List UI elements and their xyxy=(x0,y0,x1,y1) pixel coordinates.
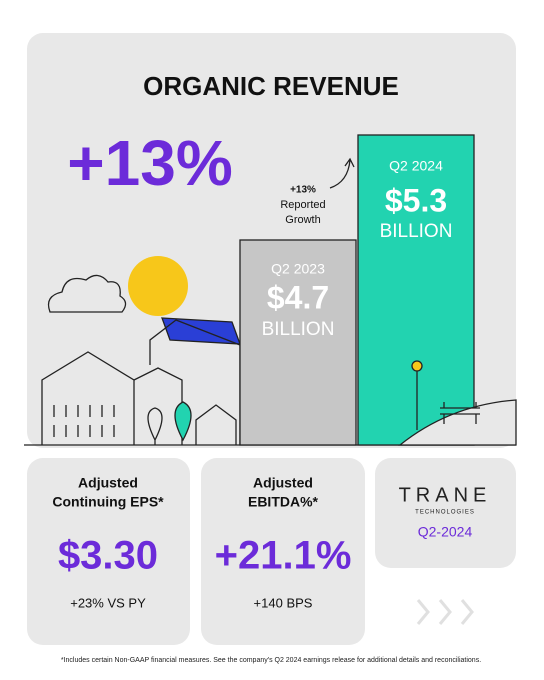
chevrons xyxy=(416,599,474,625)
hero-title: ORGANIC REVENUE xyxy=(143,71,399,101)
annotation: Reported xyxy=(280,199,325,211)
card-value: +21.1% xyxy=(215,534,352,578)
annotation: Growth xyxy=(285,214,320,226)
hero-growth: +13% xyxy=(67,127,232,199)
bar-value: $5.3 xyxy=(385,182,447,218)
bar-period: Q2 2024 xyxy=(389,158,443,174)
bar-2023 xyxy=(239,239,357,446)
bar-value: $4.7 xyxy=(267,279,329,315)
card-change: +140 BPS xyxy=(254,595,313,610)
brand-logo: TRANE xyxy=(399,484,492,506)
card-label: Continuing EPS* xyxy=(52,494,164,510)
eps-card xyxy=(27,458,190,645)
card-label: Adjusted xyxy=(78,475,138,491)
card-change: +23% VS PY xyxy=(70,595,146,610)
brand-sub: TECHNOLOGIES xyxy=(415,510,475,516)
brand-period: Q2-2024 xyxy=(418,524,473,540)
ebitda-card xyxy=(201,458,365,645)
card-value: $3.30 xyxy=(58,534,158,578)
annotation: +13% xyxy=(290,185,316,196)
park xyxy=(398,360,517,446)
footnote: *Includes certain Non-GAAP financial mea… xyxy=(61,657,481,664)
bar-unit: BILLION xyxy=(380,221,453,242)
card-label: EBITDA%* xyxy=(248,494,319,510)
annotation-arrow xyxy=(329,157,355,189)
bar-unit: BILLION xyxy=(262,319,335,340)
brand-card xyxy=(375,458,516,568)
bar-2024 xyxy=(357,134,475,446)
card-label: Adjusted xyxy=(253,475,313,491)
bar-period: Q2 2023 xyxy=(271,261,325,277)
